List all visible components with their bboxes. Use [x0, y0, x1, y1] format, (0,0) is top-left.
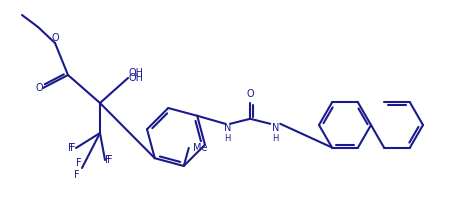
Text: H: H	[224, 134, 230, 143]
Text: O: O	[246, 89, 254, 99]
Text: Me: Me	[193, 143, 207, 153]
Text: H: H	[272, 134, 278, 143]
Text: F: F	[68, 143, 74, 153]
Text: OH: OH	[128, 68, 143, 78]
Text: F: F	[105, 155, 111, 165]
Text: N: N	[272, 123, 279, 133]
Text: F: F	[71, 143, 76, 153]
Text: O: O	[35, 83, 43, 93]
Text: N: N	[224, 123, 231, 133]
Text: F: F	[74, 170, 80, 180]
Text: F: F	[77, 158, 82, 168]
Text: OH: OH	[128, 73, 143, 83]
Text: O: O	[51, 33, 59, 43]
Text: F: F	[107, 155, 112, 165]
